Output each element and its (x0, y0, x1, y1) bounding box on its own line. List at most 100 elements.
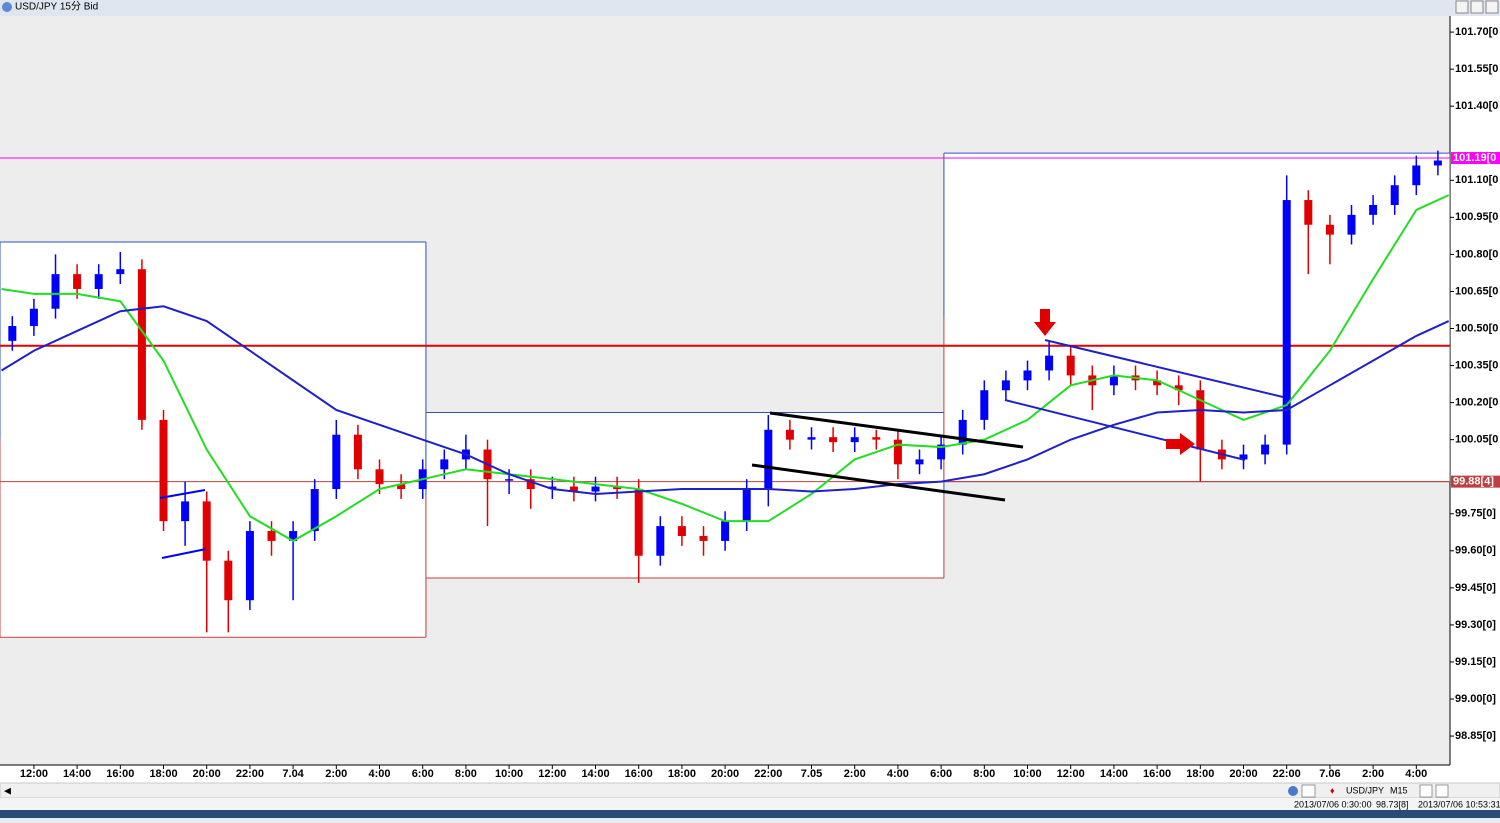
x-tick-label: 2:00 (325, 768, 347, 780)
candle-body (51, 274, 60, 309)
y-tick-label: 99.15[0] (1455, 656, 1496, 668)
candle-body (1347, 214, 1356, 235)
candle-body (721, 521, 730, 541)
x-tick-label: 8:00 (455, 768, 477, 780)
candle-body (1261, 444, 1270, 455)
candle-body (937, 444, 946, 460)
candle-body (8, 326, 17, 341)
x-tick-label: 18:00 (1186, 768, 1214, 780)
scroll-right[interactable] (1301, 784, 1316, 798)
x-tick-label: 16:00 (106, 768, 134, 780)
price-level-tag (1451, 152, 1500, 165)
tool-button[interactable] (1435, 784, 1449, 798)
candle-body (591, 486, 600, 492)
status-price: 98.73[8] (1376, 799, 1409, 809)
candle-body (1109, 375, 1118, 386)
x-tick-label: 22:00 (754, 768, 782, 780)
x-tick-label: 22:00 (236, 768, 264, 780)
x-tick-label: 4:00 (1405, 768, 1427, 780)
x-tick-label: 10:00 (1013, 768, 1041, 780)
y-tick-label: 99.60[0] (1455, 545, 1496, 557)
candle-body (181, 501, 190, 522)
candle-body (224, 560, 233, 601)
taskbar (0, 810, 1500, 818)
candle-body (1433, 160, 1442, 166)
status-bar (0, 798, 1500, 810)
timeframe-select[interactable]: M15 (1390, 785, 1408, 795)
x-tick-label: 18:00 (668, 768, 696, 780)
candle-body (677, 526, 686, 536)
y-tick-label: 101.70[0 (1455, 26, 1498, 38)
tool-button[interactable] (1419, 784, 1433, 798)
y-tick-label: 99.00[0] (1455, 693, 1496, 705)
app-icon (2, 2, 12, 12)
candle-body (526, 479, 535, 490)
x-tick-label: 6:00 (930, 768, 952, 780)
x-tick-label: 12:00 (1057, 768, 1085, 780)
y-tick-label: 98.85[0] (1455, 730, 1496, 742)
candle-body (1045, 355, 1054, 371)
price-level-tag (1451, 475, 1500, 488)
candle-body (159, 419, 168, 522)
y-tick-label: 99.75[0] (1455, 508, 1496, 520)
candle-body (505, 479, 514, 481)
x-tick-label: 2:00 (844, 768, 866, 780)
candle-body (1066, 355, 1075, 376)
candle-body (807, 437, 816, 440)
moving-average (1, 194, 1450, 543)
y-tick-label: 100.35[0 (1455, 359, 1498, 371)
x-tick-label: 18:00 (149, 768, 177, 780)
arrow-right (1166, 433, 1195, 455)
symbol-select[interactable]: USD/JPY (1346, 785, 1384, 795)
scroll-left[interactable]: ◀ (4, 785, 11, 795)
x-tick-label: 10:00 (495, 768, 523, 780)
candle-body (656, 526, 665, 556)
candle-body (548, 486, 557, 490)
y-tick-label: 99.45[0] (1455, 582, 1496, 594)
status-clock: 2013/07/06 10:53:31 (1418, 799, 1500, 809)
x-tick-label: 7.04 (282, 768, 304, 780)
candle-body (1023, 370, 1032, 381)
candle-body (1369, 204, 1378, 215)
x-tick-label: 20:00 (1229, 768, 1257, 780)
candle-body (332, 434, 341, 490)
candle-body (872, 437, 881, 440)
candle-body (742, 489, 751, 522)
x-tick-label: 4:00 (368, 768, 390, 780)
candle-body (893, 439, 902, 465)
axes: 101.70[0 101.55[0 101.40[0 101.10[0 100.95[0… (20, 26, 1500, 780)
candle-body (634, 489, 643, 556)
trendline (1044, 339, 1284, 398)
candle-body (353, 434, 362, 470)
candle-body (980, 390, 989, 420)
candle-body (29, 308, 38, 327)
candle-body (850, 437, 859, 443)
candle-body (764, 429, 773, 490)
trendline (751, 463, 1006, 502)
candle-body (116, 269, 125, 275)
candle-body (613, 486, 622, 490)
candle-body (829, 437, 838, 443)
candle-body (958, 419, 967, 445)
status-icon (1288, 786, 1298, 796)
x-tick-label: 22:00 (1273, 768, 1301, 780)
close-button[interactable] (1485, 0, 1499, 14)
candle-body (94, 274, 103, 289)
candle-body (1196, 390, 1205, 450)
candle-body (1412, 165, 1421, 186)
maximize-button[interactable] (1470, 0, 1484, 14)
x-tick-label: 12:00 (20, 768, 48, 780)
candle-body (310, 489, 319, 532)
scrollbar[interactable] (0, 782, 1500, 799)
drawings (159, 309, 1284, 559)
candle-body (1304, 200, 1313, 225)
price-axis (1450, 16, 1500, 765)
candle-body (699, 535, 708, 541)
x-tick-label: 16:00 (625, 768, 653, 780)
minimize-button[interactable] (1455, 0, 1469, 14)
arrow-down (1034, 309, 1056, 336)
y-tick-label: 100.80[0 (1455, 248, 1498, 260)
y-tick-label: 100.50[0 (1455, 322, 1498, 334)
y-tick-label: 101.40[0 (1455, 100, 1498, 112)
status-time: 2013/07/06 0:30:00 (1294, 799, 1372, 809)
